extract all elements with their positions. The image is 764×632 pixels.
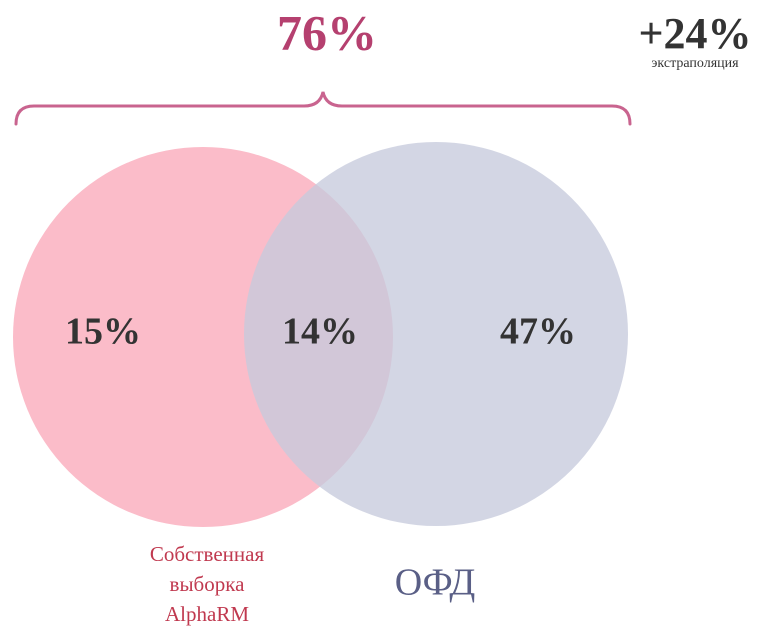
right-only-value: 47% [500,311,576,353]
extra-value: +24% [638,9,751,58]
overlap-value: 14% [282,311,358,353]
set-label-right: ОФД [395,562,476,604]
brace [14,91,632,126]
total-value: 76% [277,4,377,60]
set-label-left: Собственная [150,542,265,566]
extra-caption: экстраполяция [651,56,739,71]
left-only-value: 15% [65,311,141,353]
set-circle-right [244,142,628,526]
set-label-left: выборка [170,572,246,596]
set-label-left: AlphaRM [165,602,249,626]
